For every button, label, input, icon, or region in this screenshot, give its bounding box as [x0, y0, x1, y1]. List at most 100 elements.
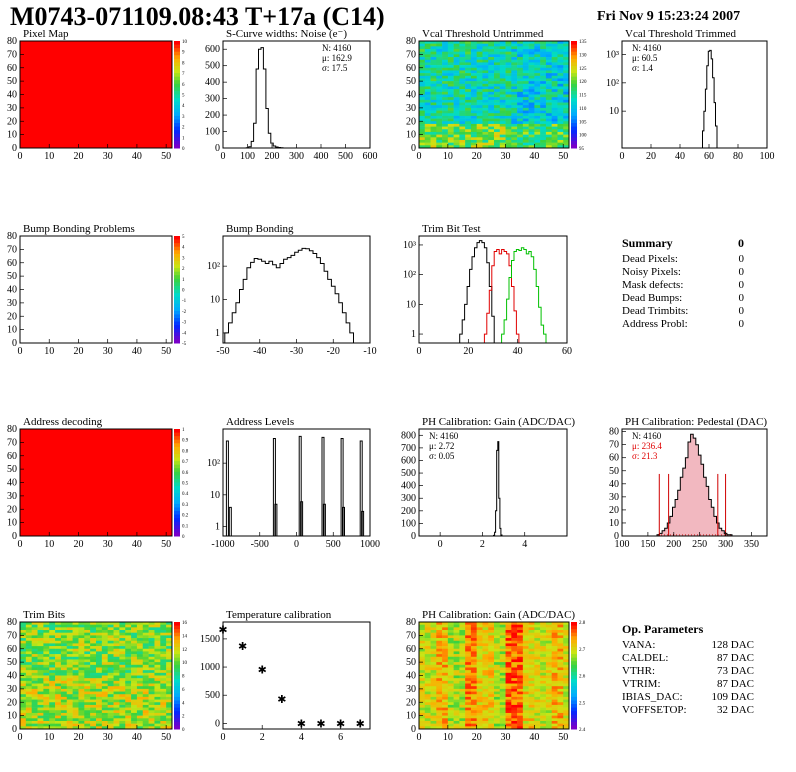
- heatmap-cell: [66, 680, 73, 684]
- heatmap-cell: [78, 651, 85, 655]
- heatmap-cell: [119, 632, 126, 636]
- heatmap-cell: [447, 710, 454, 714]
- heatmap-cell: [96, 635, 103, 639]
- heatmap-cell: [482, 139, 489, 143]
- heatmap-cell: [78, 646, 85, 650]
- x-tick-label: 0: [18, 539, 23, 550]
- heatmap-cell: [453, 622, 460, 625]
- heatmap-cell: [119, 670, 126, 674]
- heatmap-cell: [424, 51, 431, 55]
- heatmap-cell: [545, 54, 552, 58]
- heatmap-cell: [453, 718, 460, 722]
- heatmap-cell: [419, 131, 426, 135]
- y-tick-label: 80: [406, 36, 416, 47]
- heatmap-cell: [20, 712, 27, 716]
- y-tick-label: 70: [609, 440, 619, 451]
- heatmap-cell: [119, 672, 126, 676]
- heatmap-cell: [499, 651, 506, 655]
- heatmap-cell: [482, 49, 489, 52]
- heatmap-cell: [476, 726, 483, 730]
- heatmap-cell: [101, 646, 108, 650]
- heatmap-cell: [517, 694, 524, 698]
- heatmap-cell: [499, 643, 506, 647]
- heatmap-cell: [60, 694, 68, 698]
- heatmap-cell: [522, 667, 529, 671]
- heatmap-cell: [60, 704, 68, 708]
- heatmap-cell: [424, 78, 431, 82]
- heatmap-cell: [551, 137, 558, 141]
- heatmap-cell: [424, 672, 431, 676]
- y-tick-label: 70: [7, 49, 17, 60]
- heatmap-cell: [476, 627, 483, 631]
- heatmap-cell: [25, 640, 32, 644]
- palette-segment: [174, 707, 180, 712]
- heatmap-cell: [528, 710, 535, 714]
- heatmap-cell: [101, 643, 108, 647]
- heatmap-cell: [470, 667, 477, 671]
- heatmap-cell: [528, 648, 535, 652]
- heatmap-cell: [25, 726, 32, 730]
- heatmap-cell: [470, 691, 477, 695]
- heatmap-cell: [442, 83, 449, 87]
- heatmap-cell: [488, 107, 495, 111]
- heatmap-cell: [517, 121, 524, 125]
- op-param-label: VOFFSETOP:: [622, 704, 687, 716]
- heatmap-cell: [430, 67, 437, 71]
- heatmap-cell: [119, 638, 126, 642]
- heatmap-cell: [499, 81, 506, 85]
- heatmap-cell: [142, 726, 149, 730]
- heatmap-cell: [534, 121, 541, 125]
- heatmap-cell: [476, 635, 483, 639]
- heatmap-cell: [37, 675, 44, 679]
- heatmap-cell: [494, 664, 501, 668]
- heatmap-cell: [136, 632, 144, 636]
- heatmap-cell: [66, 622, 73, 625]
- y-tick-label: 1: [411, 329, 416, 340]
- heatmap-cell: [125, 702, 132, 706]
- heatmap-cell: [470, 51, 477, 55]
- heatmap-cell: [436, 638, 443, 642]
- heatmap-cell: [465, 118, 472, 122]
- heatmap-cell: [528, 113, 535, 117]
- heatmap-cell: [488, 102, 495, 106]
- heatmap-cell: [540, 622, 547, 625]
- heatmap-cell: [25, 704, 32, 708]
- x-tick-label: 50: [161, 539, 171, 550]
- heatmap-cell: [511, 137, 518, 141]
- heatmap-cells: [419, 41, 570, 149]
- heatmap-cell: [557, 656, 564, 660]
- heatmap-cell: [545, 102, 552, 106]
- heatmap-cell: [37, 664, 44, 668]
- heatmap-cell: [20, 622, 27, 625]
- heatmap-cell: [505, 624, 512, 628]
- heatmap-cell: [447, 694, 454, 698]
- heatmap-cell: [166, 726, 173, 730]
- heatmap-cell: [25, 643, 32, 647]
- heatmap-cell: [470, 89, 477, 93]
- heatmap-cell: [505, 57, 512, 61]
- heatmap-cell: [113, 712, 120, 716]
- heatmap-cell: [505, 65, 512, 69]
- heatmap-cell: [453, 630, 460, 633]
- heatmap-cell: [78, 718, 85, 722]
- heatmap-cell: [511, 723, 518, 727]
- heatmap-cell: [154, 704, 161, 708]
- histogram-peak: [272, 438, 276, 536]
- heatmap-cell: [60, 683, 68, 687]
- heatmap-cell: [470, 686, 477, 690]
- heatmap-cell: [447, 113, 454, 117]
- heatmap-cell: [488, 675, 495, 679]
- heatmap-cell: [465, 656, 472, 660]
- heatmap-cell: [534, 691, 541, 695]
- heatmap-cell: [55, 694, 62, 698]
- heatmap-cell: [442, 94, 449, 98]
- heatmap-cell: [470, 704, 477, 708]
- summary-value: 0: [738, 305, 745, 317]
- heatmap-cell: [72, 686, 79, 690]
- heatmap-cell: [522, 118, 529, 122]
- heatmap-cell: [563, 123, 570, 127]
- heatmap-cell: [522, 131, 529, 135]
- heatmap-cell: [563, 97, 570, 101]
- heatmap-cell: [505, 718, 512, 722]
- heatmap-cell: [430, 632, 437, 636]
